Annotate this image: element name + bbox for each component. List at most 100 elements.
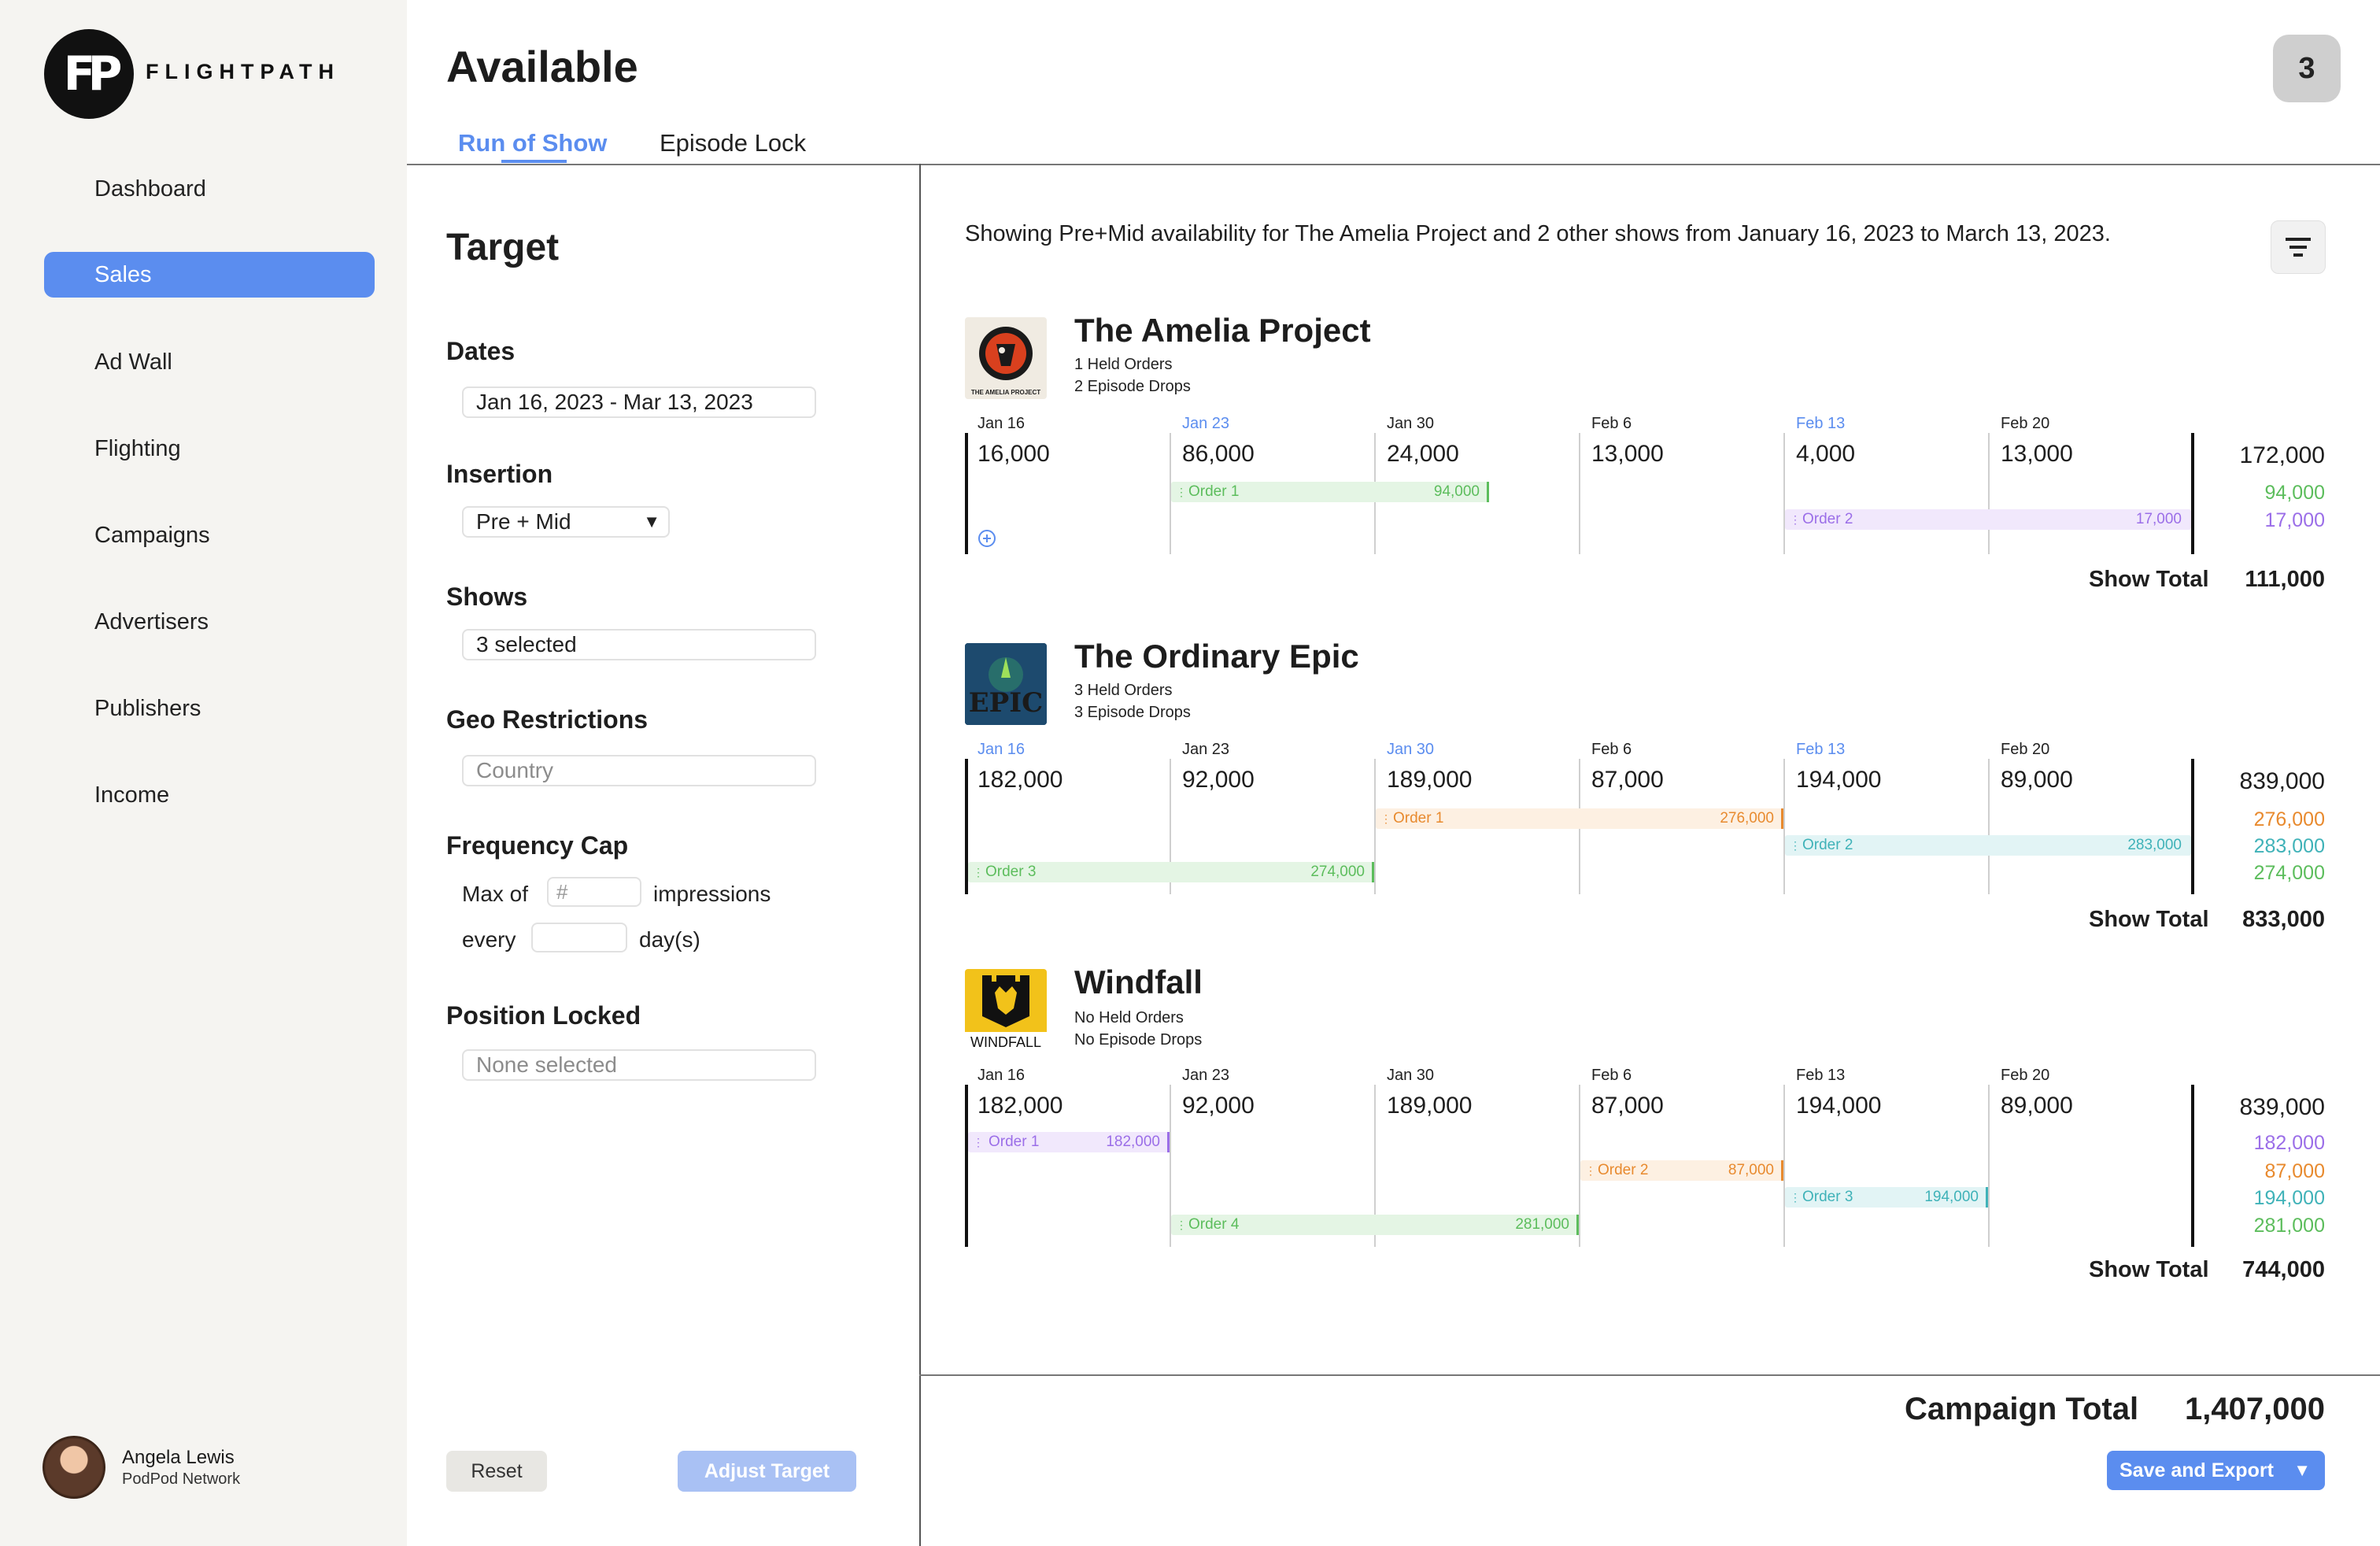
resize-handle[interactable] <box>1576 1215 1579 1235</box>
panel-divider <box>919 164 921 1546</box>
week-divider <box>1170 759 1171 894</box>
show-thumbnail-amelia[interactable]: THE AMELIA PROJECT <box>965 317 1047 399</box>
order-value: 182,000 <box>1106 1134 1160 1150</box>
notification-badge[interactable]: 3 <box>2273 35 2341 102</box>
position-locked-field[interactable]: None selected <box>462 1049 816 1081</box>
resize-handle[interactable] <box>1167 1132 1170 1152</box>
drag-handle-icon[interactable]: ⋮ <box>973 1136 984 1148</box>
resize-handle[interactable] <box>1781 808 1783 829</box>
days-label: day(s) <box>639 927 700 952</box>
week-divider <box>1988 1085 1990 1247</box>
week-availability: 87,000 <box>1591 767 1664 793</box>
order-value: 274,000 <box>1310 864 1365 880</box>
dates-label: Dates <box>446 337 516 365</box>
drag-handle-icon[interactable]: ⋮ <box>1176 1219 1187 1231</box>
week-availability: 194,000 <box>1796 767 1882 793</box>
week-availability: 189,000 <box>1387 1093 1473 1119</box>
save-label: Save and Export <box>2119 1459 2274 1481</box>
drag-handle-icon[interactable]: ⋮ <box>1380 812 1391 825</box>
country-field[interactable]: Country <box>462 755 816 786</box>
week-divider <box>1579 433 1580 554</box>
order-bar[interactable]: ⋮ Order 3 274,000 <box>968 862 1374 882</box>
insertion-select[interactable]: Pre + Mid ▼ <box>462 506 670 538</box>
sidebar-item-campaigns[interactable]: Campaigns <box>94 523 210 548</box>
order-bar[interactable]: ⋮ Order 2 87,000 <box>1580 1160 1783 1181</box>
show-total-label: Show Total <box>2089 567 2209 592</box>
sidebar-item-income[interactable]: Income <box>94 782 170 808</box>
epic-logo-icon <box>965 643 1047 725</box>
show-thumbnail-windfall[interactable]: WINDFALL <box>965 969 1047 1051</box>
order-name: Order 1 <box>989 1134 1040 1150</box>
order-value: 87,000 <box>1728 1162 1774 1178</box>
target-title: Target <box>446 227 560 268</box>
drag-handle-icon[interactable]: ⋮ <box>1790 839 1801 852</box>
days-input[interactable] <box>531 923 627 952</box>
drag-handle-icon[interactable]: ⋮ <box>1585 1164 1596 1177</box>
show-weeks-total: 172,000 <box>2239 442 2325 468</box>
sidebar-item-dashboard[interactable]: Dashboard <box>94 176 206 202</box>
order-total: 182,000 <box>2253 1132 2325 1154</box>
impressions-input[interactable]: # <box>547 877 641 907</box>
order-bar[interactable]: ⋮ Order 1 182,000 <box>968 1132 1170 1152</box>
sidebar-item-publishers[interactable]: Publishers <box>94 696 201 721</box>
reset-button[interactable]: Reset <box>446 1451 547 1492</box>
insertion-label: Insertion <box>446 460 553 488</box>
sidebar-item-ad-wall[interactable]: Ad Wall <box>94 350 172 375</box>
order-total: 17,000 <box>2264 509 2325 531</box>
tab-episode-lock[interactable]: Episode Lock <box>660 129 807 157</box>
drag-handle-icon[interactable]: ⋮ <box>1790 513 1801 526</box>
week-label: Feb 20 <box>2001 415 2050 432</box>
sidebar-item-sales[interactable]: Sales <box>44 252 375 298</box>
availability-summary: Showing Pre+Mid availability for The Ame… <box>965 221 2111 246</box>
show-title[interactable]: The Amelia Project <box>1074 312 1371 349</box>
logo-mark[interactable]: FP <box>44 29 134 119</box>
sidebar-item-advertisers[interactable]: Advertisers <box>94 609 209 634</box>
order-bar[interactable]: ⋮ Order 3 194,000 <box>1785 1187 1988 1208</box>
order-bar[interactable]: ⋮ Order 2 283,000 <box>1785 835 2191 856</box>
filter-button[interactable] <box>2271 220 2326 274</box>
held-orders-count: No Held Orders <box>1074 1009 1184 1026</box>
week-label: Jan 30 <box>1387 415 1435 432</box>
drag-handle-icon[interactable]: ⋮ <box>973 866 984 878</box>
resize-handle[interactable] <box>1781 1160 1783 1181</box>
save-and-export-button[interactable]: Save and Export ▼ <box>2107 1451 2325 1490</box>
week-label: Jan 30 <box>1387 741 1435 758</box>
show-total-label: Show Total <box>2089 907 2209 932</box>
adjust-target-button[interactable]: Adjust Target <box>678 1451 856 1492</box>
header-divider <box>407 164 2380 165</box>
week-label: Feb 6 <box>1591 415 1632 432</box>
order-bar[interactable]: ⋮ Order 1 94,000 <box>1171 482 1489 502</box>
week-divider <box>1374 1085 1376 1247</box>
tab-run-of-show[interactable]: Run of Show <box>458 129 608 157</box>
shows-field[interactable]: 3 selected <box>462 629 816 660</box>
order-total: 283,000 <box>2253 835 2325 857</box>
show-title[interactable]: Windfall <box>1074 963 1203 1000</box>
tab-active-indicator <box>501 160 567 163</box>
order-bar[interactable]: ⋮ Order 4 281,000 <box>1171 1215 1579 1235</box>
show-total-label: Show Total <box>2089 1257 2209 1282</box>
drag-handle-icon[interactable]: ⋮ <box>1790 1191 1801 1204</box>
sidebar-item-flighting[interactable]: Flighting <box>94 436 181 461</box>
filter-icon <box>2286 238 2311 257</box>
order-bar[interactable]: ⋮ Order 2 17,000 <box>1785 509 2191 530</box>
avatar[interactable] <box>42 1436 105 1499</box>
shows-label: Shows <box>446 583 528 611</box>
resize-handle[interactable] <box>1986 1187 1988 1208</box>
week-label: Jan 16 <box>978 1067 1026 1084</box>
resize-handle[interactable] <box>1372 862 1374 882</box>
add-order-icon[interactable] <box>978 529 996 548</box>
show-thumbnail-epic[interactable]: EPIC <box>965 643 1047 725</box>
week-availability: 89,000 <box>2001 767 2073 793</box>
show-weeks-total: 839,000 <box>2239 1094 2325 1120</box>
resize-handle[interactable] <box>1487 482 1489 502</box>
week-availability: 89,000 <box>2001 1093 2073 1119</box>
drag-handle-icon[interactable]: ⋮ <box>1176 486 1187 498</box>
order-bar[interactable]: ⋮ Order 1 276,000 <box>1376 808 1783 829</box>
chevron-down-icon[interactable]: ▼ <box>2293 1460 2311 1480</box>
dates-field[interactable]: Jan 16, 2023 - Mar 13, 2023 <box>462 386 816 418</box>
timeline-start-line <box>965 1085 968 1247</box>
order-value: 283,000 <box>2127 837 2182 853</box>
week-divider <box>1783 1085 1785 1247</box>
order-total: 94,000 <box>2264 482 2325 504</box>
show-title[interactable]: The Ordinary Epic <box>1074 638 1359 675</box>
